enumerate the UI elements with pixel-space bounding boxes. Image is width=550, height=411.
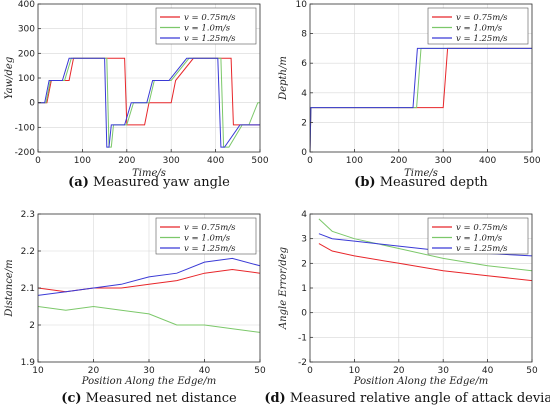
y-tick-label: 2 <box>301 259 307 269</box>
x-tick-label: 300 <box>435 156 452 166</box>
x-tick-label: 100 <box>74 156 91 166</box>
panel-caption: (a) Measured yaw angle <box>68 175 230 190</box>
x-tick-label: 500 <box>523 156 540 166</box>
y-tick-label: 2 <box>29 321 35 331</box>
y-tick-label: 0 <box>301 148 307 158</box>
series-line-c-2 <box>38 257 260 296</box>
y-axis-label: Yaw/deg <box>4 57 15 99</box>
series-line-a-2 <box>38 57 260 148</box>
x-tick-label: 500 <box>251 156 268 166</box>
y-tick-label: -2 <box>298 358 307 368</box>
chart-panel-d: 0 10 20 30 40 50 -2 -1 0 1 2 3 4 Position Along the E… <box>264 210 550 406</box>
legend-entry: v = 1.25m/s <box>184 244 236 254</box>
series-line-d-1 <box>318 218 532 272</box>
x-tick-label: 10 <box>349 366 361 376</box>
x-tick-label: 100 <box>346 156 363 166</box>
legend-entry: v = 0.75m/s <box>456 223 508 233</box>
panel-caption: (c) Measured net distance <box>61 391 237 406</box>
caption-text: Measured depth <box>376 175 489 190</box>
y-tick-label: 200 <box>18 49 35 59</box>
legend-entry: v = 0.75m/s <box>184 223 236 233</box>
legend-entry: v = 1.0m/s <box>456 24 503 34</box>
y-tick-label: 10 <box>296 0 308 10</box>
caption-tag: (b) <box>354 175 375 190</box>
legend-entry: v = 1.25m/s <box>456 34 508 44</box>
panel-caption: (d) Measured relative angle of attack de… <box>264 391 550 406</box>
x-tick-label: 40 <box>199 366 211 376</box>
x-axis-label: Time/s <box>132 168 166 179</box>
x-tick-label: 0 <box>35 156 41 166</box>
legend-entry: v = 1.0m/s <box>456 234 503 244</box>
x-tick-label: 30 <box>143 366 155 376</box>
x-tick-label: 0 <box>307 156 313 166</box>
caption-text: Measured relative angle of attack deviat… <box>286 391 550 406</box>
y-tick-label: -1 <box>298 333 307 343</box>
y-tick-label: 4 <box>301 89 307 99</box>
y-tick-label: 100 <box>18 74 35 84</box>
caption-text: Measured yaw angle <box>89 175 230 190</box>
y-tick-label: 1 <box>301 284 307 294</box>
x-tick-label: 0 <box>307 366 313 376</box>
x-tick-label: 200 <box>118 156 135 166</box>
y-axis-label: Depth/m <box>278 56 289 101</box>
series-line-d-0 <box>318 243 532 282</box>
x-axis-label: Time/s <box>404 168 438 179</box>
y-tick-label: 6 <box>301 59 307 69</box>
panel-caption: (b) Measured depth <box>354 175 488 190</box>
x-tick-label: 400 <box>479 156 496 166</box>
y-tick-label: 0 <box>301 309 307 319</box>
chart-panel-b: 0 100 200 300 400 500 0 2 4 6 8 10 Time/s Depth/m v = … <box>278 0 541 190</box>
legend-entry: v = 1.0m/s <box>184 24 231 34</box>
series-line-b-0 <box>310 47 532 152</box>
x-tick-label: 50 <box>254 366 266 376</box>
chart-panel-a: 0 100 200 300 400 500 -200 -100 0 100 200 300 400 Tim… <box>4 0 269 190</box>
caption-tag: (d) <box>264 391 285 406</box>
y-tick-label: 2.3 <box>21 210 35 220</box>
series-line-a-0 <box>38 57 260 126</box>
legend-entry: v = 0.75m/s <box>456 13 508 23</box>
legend-entry: v = 1.25m/s <box>456 244 508 254</box>
x-tick-label: 30 <box>437 366 449 376</box>
series-line-b-1 <box>310 47 532 152</box>
x-axis-label: Position Along the Edge/m <box>353 376 488 387</box>
x-tick-label: 20 <box>393 366 405 376</box>
x-tick-label: 400 <box>207 156 224 166</box>
series-line-b-2 <box>310 47 532 152</box>
y-tick-label: 2.1 <box>21 284 35 294</box>
x-tick-label: 200 <box>390 156 407 166</box>
x-tick-label: 40 <box>482 366 494 376</box>
y-axis-label: Angle Error/deg <box>278 247 289 330</box>
y-tick-label: 4 <box>301 210 307 220</box>
x-tick-label: 10 <box>32 366 44 376</box>
plot-frame <box>309 3 533 153</box>
chart-panel-c: 10 20 30 40 50 1.9 2 2.1 2.2 2.3 Position Along th… <box>4 210 266 406</box>
y-tick-label: 300 <box>18 25 35 35</box>
caption-text: Measured net distance <box>82 391 237 406</box>
y-tick-label: 2.2 <box>21 247 35 257</box>
x-axis-label: Position Along the Edge/m <box>81 376 216 387</box>
y-tick-label: 1.9 <box>21 358 36 368</box>
caption-tag: (c) <box>61 391 81 406</box>
y-tick-label: 8 <box>301 30 307 40</box>
x-tick-label: 300 <box>163 156 180 166</box>
series-line-c-1 <box>38 305 260 333</box>
y-tick-label: 2 <box>301 118 307 128</box>
y-tick-label: -100 <box>15 123 36 133</box>
y-tick-label: 0 <box>29 99 35 109</box>
y-tick-label: 3 <box>301 235 307 245</box>
y-axis-label: Distance/m <box>4 259 15 317</box>
y-tick-label: 400 <box>18 0 35 10</box>
x-tick-label: 50 <box>526 366 538 376</box>
legend-entry: v = 0.75m/s <box>184 13 236 23</box>
caption-tag: (a) <box>68 175 89 190</box>
legend-entry: v = 1.25m/s <box>184 34 236 44</box>
y-tick-label: -200 <box>15 148 36 158</box>
x-tick-label: 20 <box>88 366 100 376</box>
legend-entry: v = 1.0m/s <box>184 234 231 244</box>
